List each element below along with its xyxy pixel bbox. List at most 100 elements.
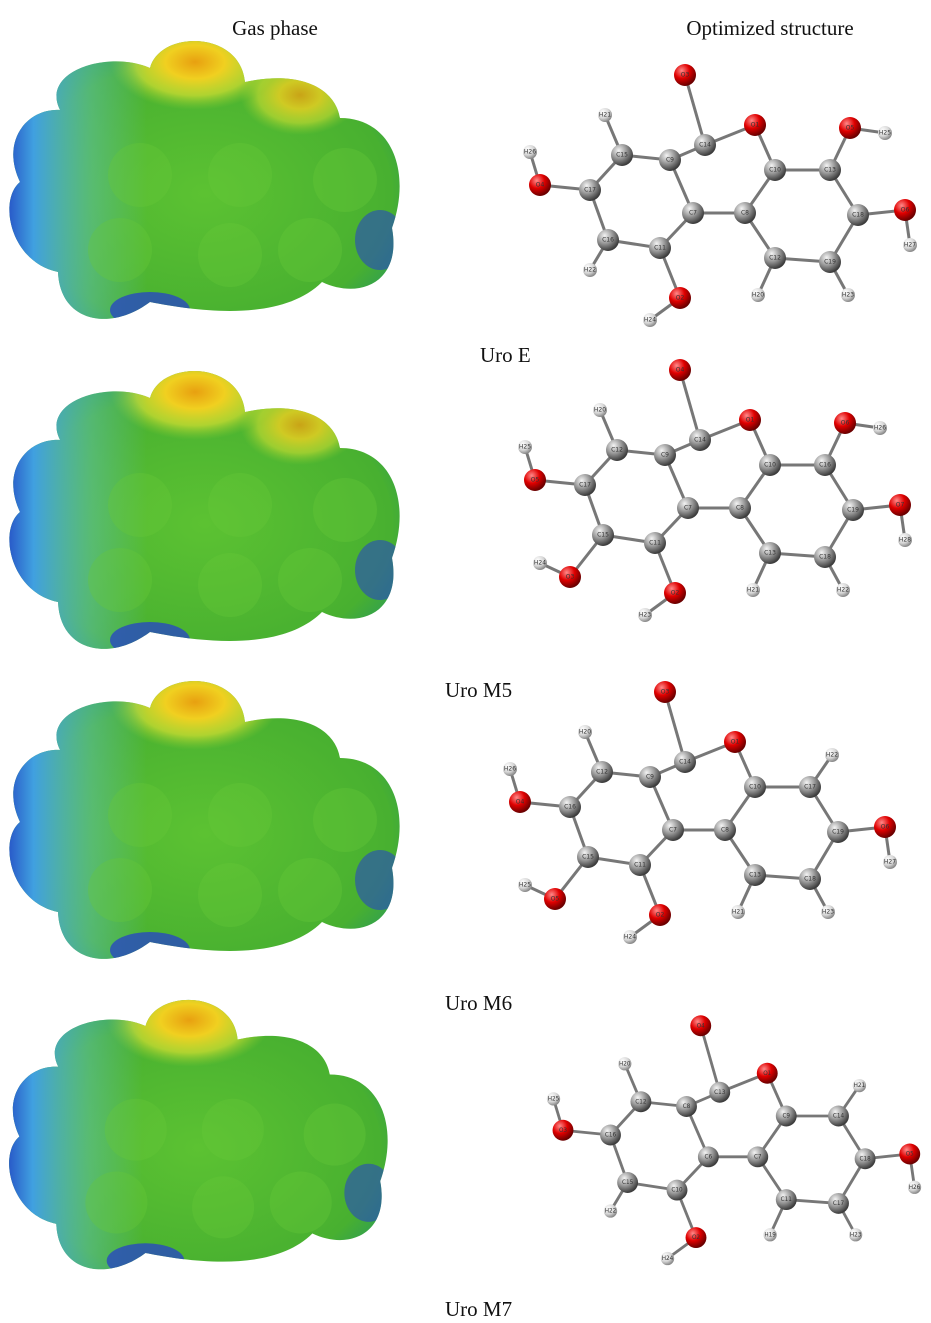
atom-label: C17 — [804, 784, 816, 791]
atom-label: H28 — [899, 537, 911, 544]
atom-label: C15 — [622, 1180, 634, 1186]
surface-lobe — [108, 143, 172, 207]
surface-lobe — [108, 783, 172, 847]
panel-caption: Uro E — [480, 343, 531, 367]
surface-lobe — [313, 148, 377, 212]
atom-label: H21 — [599, 112, 611, 119]
surface-lobe — [198, 863, 262, 927]
atom-label: H22 — [584, 267, 596, 274]
atom-label: O6 — [901, 207, 910, 214]
atom-label: C12 — [611, 447, 623, 454]
surface-lobe — [202, 1099, 264, 1161]
atom-label: C11 — [649, 540, 661, 547]
atom-label: C13 — [749, 872, 761, 879]
atom-label: C8 — [741, 210, 749, 217]
surface-lobe — [313, 788, 377, 852]
atom-label: H23 — [822, 909, 834, 916]
atom-label: C9 — [661, 452, 669, 459]
atom-label: O3 — [661, 689, 670, 696]
atom-label: O2 — [671, 590, 680, 597]
atom-label: H25 — [519, 882, 531, 889]
atom-label: O1 — [763, 1071, 771, 1077]
atom-label: H20 — [579, 729, 591, 736]
atom-label: C15 — [582, 854, 594, 861]
panel-caption: Uro M5 — [445, 678, 512, 702]
atom-label: C15 — [597, 532, 609, 539]
atom-label: C7 — [684, 505, 692, 512]
atom-label: O2 — [676, 295, 685, 302]
atom-label: C8 — [736, 505, 744, 512]
atom-label: O7 — [896, 502, 905, 509]
surface-lobe — [105, 1099, 167, 1161]
negative-region — [110, 932, 190, 968]
atom-label: O5 — [846, 125, 855, 132]
atom-label: H23 — [842, 292, 854, 299]
atom-label: H26 — [874, 425, 886, 432]
atom-label: C7 — [754, 1154, 762, 1160]
surface-lobe — [208, 473, 272, 537]
atom-label: C18 — [804, 876, 816, 883]
atom-label: C10 — [749, 784, 761, 791]
atom-label: H22 — [605, 1209, 617, 1215]
atom-label: H24 — [534, 560, 546, 567]
atom-label: C12 — [635, 1099, 647, 1105]
atom-label: H26 — [909, 1185, 921, 1191]
surface-lobe — [88, 548, 152, 612]
atom-label: C16 — [564, 804, 576, 811]
atom-label: C10 — [764, 462, 776, 469]
atom-label: O4 — [697, 1023, 705, 1029]
atom-label: C16 — [605, 1133, 617, 1139]
surface-lobe — [88, 218, 152, 282]
surface-shading — [0, 640, 420, 980]
atom-label: C11 — [634, 862, 646, 869]
atom-label: H25 — [548, 1096, 560, 1102]
atom-label: C18 — [819, 554, 831, 561]
atom-label: O6 — [841, 420, 850, 427]
surface-lobe — [208, 783, 272, 847]
atom-label: O3 — [559, 1128, 567, 1134]
surface-lobe — [88, 858, 152, 922]
atom-label: C7 — [689, 210, 697, 217]
surface-lobe — [278, 548, 342, 612]
surface-lobe — [85, 1171, 147, 1233]
atom-label: H24 — [624, 934, 636, 941]
atom-label: C18 — [852, 212, 864, 219]
mep-surface — [0, 960, 407, 1290]
atom-label: H24 — [662, 1256, 674, 1262]
surface-lobe — [278, 858, 342, 922]
figure: Gas phase Optimized structure O3C14O1C9C… — [0, 0, 931, 1323]
atom-label: C14 — [679, 759, 691, 766]
atom-label: C15 — [616, 152, 628, 159]
atom-label: C19 — [847, 507, 859, 514]
atom-label: C6 — [705, 1154, 713, 1160]
atom-label: O2 — [656, 912, 665, 919]
negative-region — [344, 1164, 393, 1222]
surface-lobe — [278, 218, 342, 282]
surface-lobe — [208, 143, 272, 207]
atom-label: C11 — [654, 245, 666, 252]
atom-label: C18 — [859, 1156, 871, 1162]
atom-label: H20 — [594, 407, 606, 414]
surface-shading — [0, 960, 407, 1290]
atom-label: C17 — [579, 482, 591, 489]
atom-label: C17 — [833, 1201, 845, 1207]
surface-lobe — [270, 1171, 332, 1233]
atom-label: H26 — [504, 766, 516, 773]
atom-label: O1 — [731, 739, 740, 746]
atom-label: C11 — [781, 1197, 793, 1203]
atom-label: H23 — [850, 1232, 862, 1238]
atom-label: C13 — [714, 1090, 726, 1096]
negative-region — [355, 210, 405, 270]
atom-label: C8 — [721, 827, 729, 834]
atom-label: H20 — [619, 1061, 631, 1067]
column-header: Gas phase — [232, 16, 318, 40]
atom-label: H20 — [752, 292, 764, 299]
surface-lobe — [192, 1176, 254, 1238]
atom-label: C10 — [769, 167, 781, 174]
atom-label: O4 — [536, 182, 545, 189]
atom-label: C16 — [819, 462, 831, 469]
negative-region — [355, 540, 405, 600]
atom-label: O2 — [692, 1235, 700, 1241]
surface-lobe — [313, 478, 377, 542]
